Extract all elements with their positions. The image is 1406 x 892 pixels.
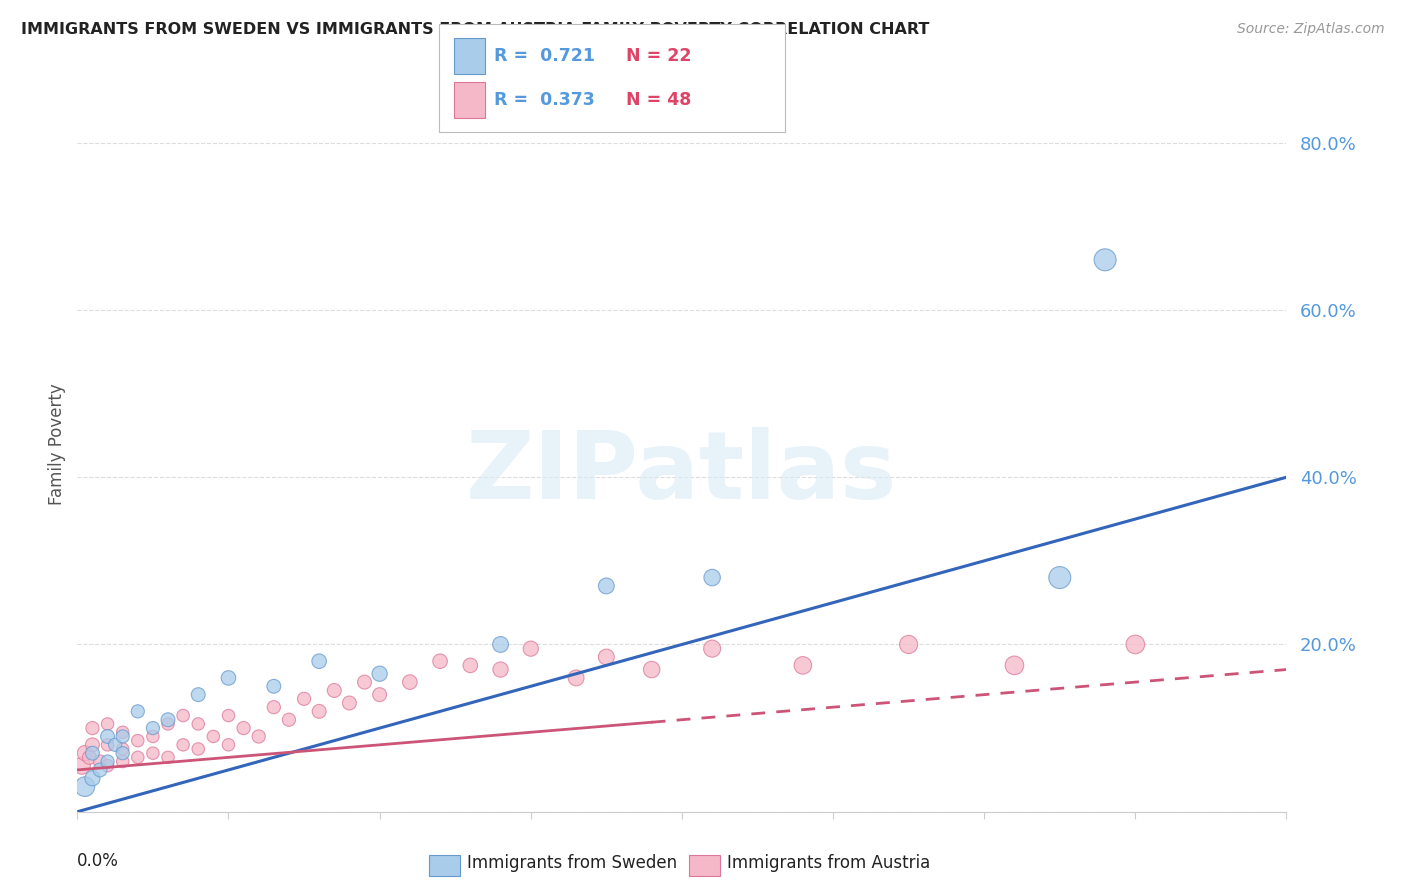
- Text: R =  0.721: R = 0.721: [494, 47, 595, 65]
- Point: [82, 721, 104, 735]
- Point: [595, 579, 617, 593]
- Point: [111, 742, 134, 756]
- Point: [218, 671, 240, 685]
- Point: [142, 721, 165, 735]
- Point: [278, 713, 301, 727]
- Text: Source: ZipAtlas.com: Source: ZipAtlas.com: [1237, 22, 1385, 37]
- Point: [82, 771, 104, 786]
- Text: 0.0%: 0.0%: [77, 852, 120, 871]
- Point: [96, 717, 118, 731]
- Point: [89, 755, 111, 769]
- Point: [641, 663, 664, 677]
- Point: [73, 746, 96, 760]
- Point: [489, 663, 512, 677]
- Point: [1004, 658, 1026, 673]
- Point: [897, 637, 920, 651]
- Point: [127, 733, 149, 747]
- Point: [73, 780, 96, 794]
- Point: [172, 738, 194, 752]
- Point: [82, 738, 104, 752]
- Point: [111, 725, 134, 739]
- Point: [127, 750, 149, 764]
- Point: [368, 666, 391, 681]
- Point: [792, 658, 814, 673]
- Point: [157, 750, 180, 764]
- Point: [565, 671, 588, 685]
- Point: [157, 713, 180, 727]
- Point: [89, 763, 111, 777]
- Point: [1125, 637, 1147, 651]
- Point: [489, 637, 512, 651]
- Point: [339, 696, 360, 710]
- Point: [308, 705, 330, 719]
- Point: [263, 700, 285, 714]
- Text: N = 22: N = 22: [626, 47, 692, 65]
- Point: [96, 755, 118, 769]
- Point: [172, 708, 194, 723]
- Point: [111, 755, 134, 769]
- Point: [458, 658, 481, 673]
- Y-axis label: Family Poverty: Family Poverty: [48, 383, 66, 505]
- Point: [292, 691, 315, 706]
- Point: [142, 746, 165, 760]
- Point: [232, 721, 254, 735]
- Text: ZIPatlas: ZIPatlas: [467, 427, 897, 519]
- Point: [187, 688, 209, 702]
- Point: [399, 675, 422, 690]
- Point: [79, 750, 101, 764]
- Text: Immigrants from Sweden: Immigrants from Sweden: [467, 855, 676, 872]
- Point: [368, 688, 391, 702]
- Point: [702, 641, 724, 656]
- Point: [157, 717, 180, 731]
- Point: [142, 730, 165, 744]
- Point: [104, 738, 127, 752]
- Text: N = 48: N = 48: [626, 91, 690, 109]
- Point: [111, 746, 134, 760]
- Point: [70, 758, 93, 772]
- Point: [96, 738, 118, 752]
- Point: [429, 654, 451, 668]
- Text: Immigrants from Austria: Immigrants from Austria: [727, 855, 931, 872]
- Point: [202, 730, 225, 744]
- Point: [353, 675, 375, 690]
- Point: [96, 730, 118, 744]
- Point: [595, 650, 617, 665]
- Point: [702, 571, 724, 585]
- Point: [96, 758, 118, 772]
- Point: [218, 738, 240, 752]
- Point: [187, 717, 209, 731]
- Point: [111, 730, 134, 744]
- Point: [127, 705, 149, 719]
- Point: [1094, 252, 1116, 267]
- Point: [308, 654, 330, 668]
- Point: [247, 730, 270, 744]
- Text: IMMIGRANTS FROM SWEDEN VS IMMIGRANTS FROM AUSTRIA FAMILY POVERTY CORRELATION CHA: IMMIGRANTS FROM SWEDEN VS IMMIGRANTS FRO…: [21, 22, 929, 37]
- Point: [187, 742, 209, 756]
- Text: R =  0.373: R = 0.373: [494, 91, 595, 109]
- Point: [218, 708, 240, 723]
- Point: [263, 679, 285, 693]
- Point: [82, 746, 104, 760]
- Point: [520, 641, 543, 656]
- Point: [323, 683, 346, 698]
- Point: [1049, 571, 1071, 585]
